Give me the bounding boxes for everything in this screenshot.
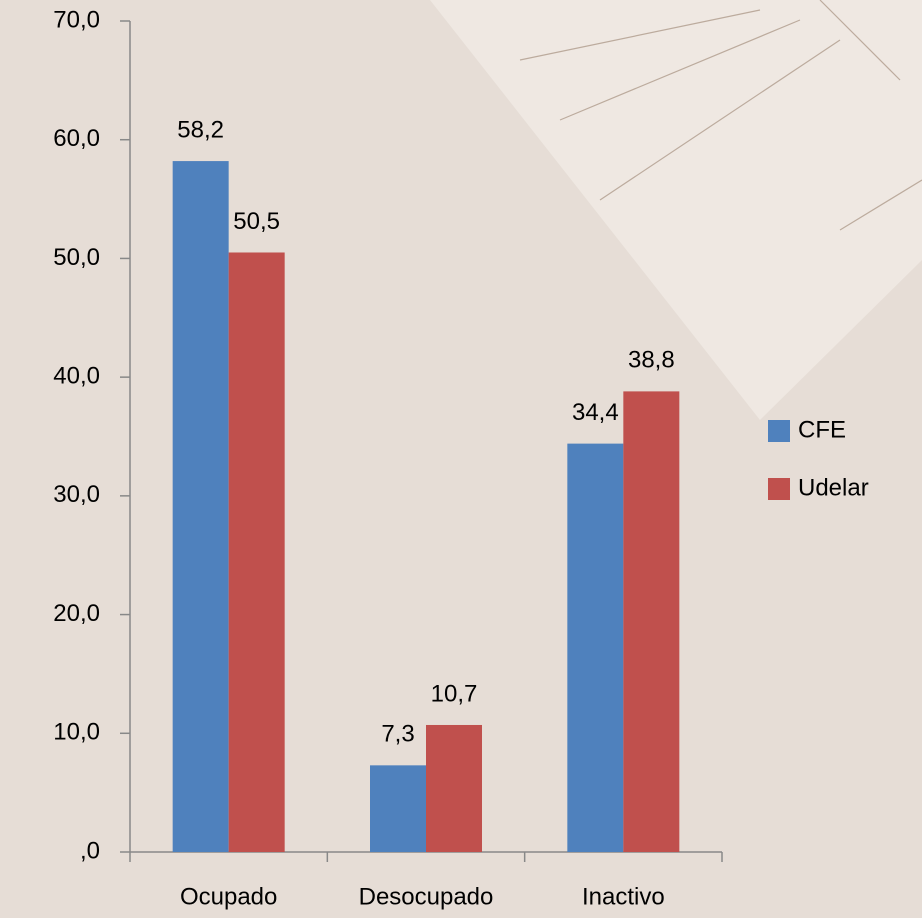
- legend-swatch: [768, 420, 790, 442]
- x-tick-label: Inactivo: [582, 883, 665, 910]
- bar: [567, 443, 624, 852]
- y-tick-label: 60,0: [53, 125, 100, 152]
- bar: [172, 161, 229, 852]
- value-label: 50,5: [233, 208, 280, 235]
- bar: [426, 724, 482, 852]
- value-label: 7,3: [381, 721, 414, 748]
- bar: [623, 391, 680, 852]
- value-label: 38,8: [628, 347, 675, 374]
- y-tick-label: 20,0: [53, 600, 100, 627]
- legend-label: Udelar: [798, 474, 869, 501]
- x-tick-label: Ocupado: [180, 883, 277, 910]
- bar: [370, 765, 426, 852]
- legend-label: CFE: [798, 416, 846, 443]
- value-label: 34,4: [572, 399, 619, 426]
- y-tick-label: 40,0: [53, 362, 100, 389]
- y-tick-label: 10,0: [53, 719, 100, 746]
- background-decoration: [519, 0, 922, 231]
- background-decoration: [430, 0, 922, 420]
- y-tick-label: ,0: [80, 837, 100, 864]
- bar: [228, 252, 285, 852]
- legend-swatch: [768, 478, 790, 500]
- y-tick-label: 30,0: [53, 481, 100, 508]
- x-tick-label: Desocupado: [359, 883, 494, 910]
- value-label: 58,2: [177, 116, 224, 143]
- value-label: 10,7: [431, 680, 478, 707]
- y-tick-label: 70,0: [53, 6, 100, 33]
- y-tick-label: 50,0: [53, 244, 100, 271]
